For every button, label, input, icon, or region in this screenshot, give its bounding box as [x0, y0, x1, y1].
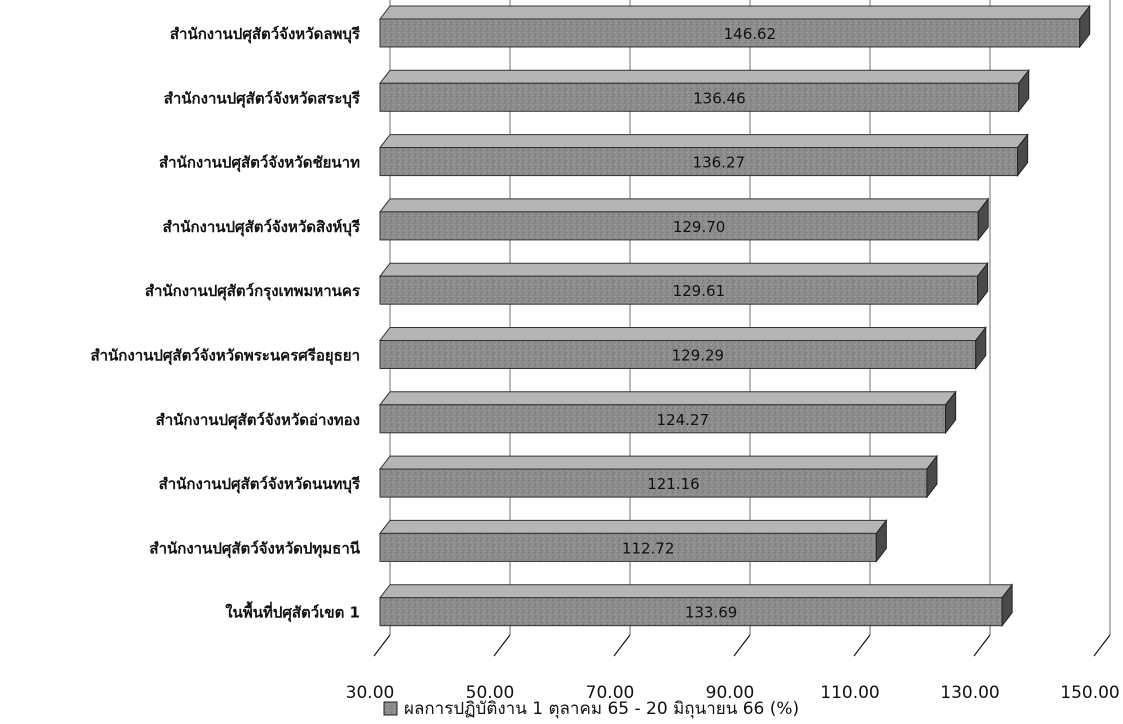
- bar-side-face: [975, 326, 987, 370]
- data-label: 133.69: [685, 604, 738, 622]
- axis-tick-mark: [973, 647, 981, 657]
- legend-swatch: [383, 701, 398, 716]
- axis-tick-mark: [379, 634, 391, 649]
- bar-side-face: [1079, 4, 1091, 49]
- bar: [379, 468, 928, 498]
- x-tick-label: 70.00: [586, 683, 635, 703]
- x-tick-label: 110.00: [820, 683, 879, 703]
- x-tick-label: 30.00: [346, 683, 395, 703]
- axis-tick-mark: [859, 634, 871, 649]
- category-label: สำนักงานปศุสัตว์จังหวัดนนทบุรี: [159, 475, 361, 494]
- x-tick-label: 130.00: [940, 683, 999, 703]
- data-label: 129.29: [672, 347, 725, 365]
- bar: [379, 18, 1081, 48]
- axis-tick-mark: [979, 634, 991, 649]
- bar: [379, 404, 947, 434]
- bar-top-face: [378, 455, 938, 470]
- data-label: 121.16: [647, 475, 700, 493]
- axis-tick-mark: [1099, 634, 1111, 649]
- bar: [379, 340, 977, 369]
- data-label: 129.70: [673, 218, 726, 236]
- category-label: สำนักงานปศุสัตว์จังหวัดสิงห์บุรี: [163, 218, 361, 237]
- category-label: สำนักงานปศุสัตว์จังหวัดปทุมธานี: [149, 539, 360, 558]
- category-label: ในพื้นที่ปศุสัตว์เขต 1: [225, 601, 360, 623]
- legend-label: ผลการปฏิบัติงาน 1 ตุลาคม 65 - 20 มิถุนาย…: [404, 699, 799, 719]
- axis-tick-mark: [739, 634, 751, 649]
- bar-top-face: [378, 198, 990, 213]
- data-label: 146.62: [724, 25, 777, 43]
- bar-side-face: [1001, 583, 1013, 628]
- data-label: 129.61: [673, 282, 726, 300]
- x-tick-label: 90.00: [706, 683, 755, 703]
- axis-tick-mark: [499, 634, 511, 649]
- axis-tick-mark: [853, 647, 861, 657]
- axis-tick-mark: [1093, 647, 1101, 657]
- bar: [379, 597, 1003, 627]
- bar-top-face: [378, 134, 1029, 149]
- data-label: 136.27: [693, 154, 746, 172]
- category-label: สำนักงานปศุสัตว์จังหวัดอ่างทอง: [156, 411, 360, 430]
- data-label: 124.27: [657, 411, 710, 429]
- bar-side-face: [1017, 133, 1029, 178]
- bar-top-face: [378, 5, 1091, 20]
- bar-side-face: [926, 454, 938, 499]
- x-tick-label: 150.00: [1060, 683, 1119, 703]
- data-label: 112.72: [622, 539, 675, 557]
- bar-side-face: [977, 261, 989, 306]
- bar: [379, 211, 979, 241]
- category-label: สำนักงานปศุสัตว์จังหวัดสระบุรี: [164, 89, 361, 108]
- x-tick-label: 50.00: [466, 683, 515, 703]
- category-label: สำนักงานปศุสัตว์จังหวัดชัยนาท: [159, 154, 360, 173]
- bar-top-face: [378, 391, 957, 406]
- category-label: สำนักงานปศุสัตว์จังหวัดลพบุรี: [170, 25, 361, 44]
- axis-tick-mark: [619, 634, 631, 649]
- bar: [379, 532, 877, 562]
- axis-tick-mark: [373, 647, 381, 657]
- bar-top-face: [378, 262, 989, 277]
- bar-top-face: [378, 519, 888, 534]
- bar-top-face: [378, 69, 1030, 84]
- bar-side-face: [977, 197, 989, 242]
- bar-side-face: [1018, 68, 1030, 113]
- axis-tick-mark: [733, 647, 741, 657]
- axis-tick-mark: [493, 647, 501, 657]
- data-label: 136.46: [693, 89, 746, 107]
- bar-side-face: [875, 518, 887, 563]
- category-label: สำนักงานปศุสัตว์จังหวัดพระนครศรีอยุธยา: [90, 347, 360, 366]
- bar: [379, 275, 979, 305]
- axis-tick-mark: [613, 647, 621, 657]
- bar-side-face: [945, 390, 957, 435]
- category-label: สำนักงานปศุสัตว์กรุงเทพมหานคร: [145, 282, 361, 301]
- bar-top-face: [378, 584, 1014, 599]
- bar-top-face: [378, 327, 987, 341]
